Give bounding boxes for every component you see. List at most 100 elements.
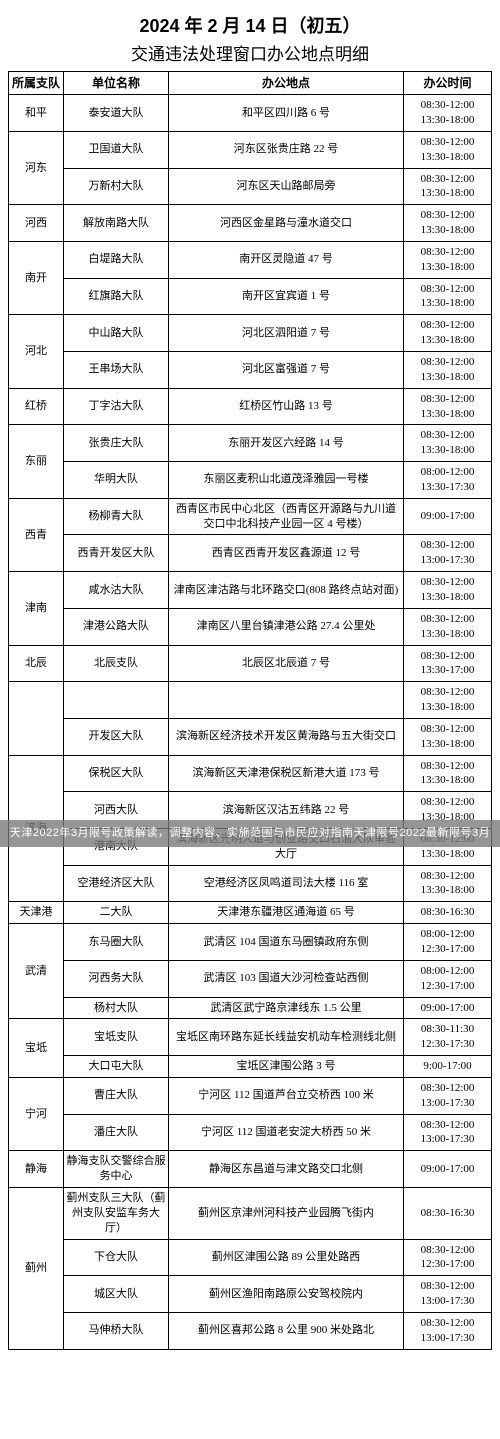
table-row: 东丽张贵庄大队东丽开发区六经路 14 号08:30-12:0013:30-18:… xyxy=(9,425,492,462)
cell-address: 武清区武宁路京津线东 1.5 公里 xyxy=(169,997,404,1019)
col-district: 所属支队 xyxy=(9,72,64,95)
table-row: 津港公路大队津南区八里台镇津港公路 27.4 公里处08:30-12:0013:… xyxy=(9,608,492,645)
cell-district: 津南 xyxy=(9,572,64,645)
cell-address: 西青区市民中心北区（西青区开源路与九川道交口中北科技产业园一区 4 号楼） xyxy=(169,498,404,535)
cell-unit: 解放南路大队 xyxy=(64,205,169,242)
cell-time: 08:00-12:0013:30-17:30 xyxy=(404,462,492,499)
cell-unit: 丁字沽大队 xyxy=(64,388,169,425)
cell-address: 河东区天山路邮局旁 xyxy=(169,168,404,205)
cell-unit: 咸水沽大队 xyxy=(64,572,169,609)
cell-unit: 下仓大队 xyxy=(64,1239,169,1276)
cell-time: 08:30-12:0013:30-18:00 xyxy=(404,388,492,425)
cell-time: 08:30-12:0013:30-18:00 xyxy=(404,241,492,278)
cell-district: 东丽 xyxy=(9,425,64,498)
table-row: 红旗路大队南开区宜宾道 1 号08:30-12:0013:30-18:00 xyxy=(9,278,492,315)
cell-unit: 河西务大队 xyxy=(64,960,169,997)
cell-time: 08:30-12:0013:30-18:00 xyxy=(404,131,492,168)
table-row: 河西务大队武清区 103 国道大沙河检查站西侧08:00-12:0012:30-… xyxy=(9,960,492,997)
cell-district: 北辰 xyxy=(9,645,64,682)
table-body: 和平泰安道大队和平区四川路 6 号08:30-12:0013:30-18:00河… xyxy=(9,95,492,1349)
cell-address: 蓟州区京津州河科技产业园腾飞街内 xyxy=(169,1187,404,1239)
cell-time: 08:30-12:0013:30-18:00 xyxy=(404,352,492,389)
cell-unit: 曹庄大队 xyxy=(64,1077,169,1114)
cell-address: 宁河区 112 国道老安淀大桥西 50 米 xyxy=(169,1114,404,1151)
cell-address: 河北区泗阳道 7 号 xyxy=(169,315,404,352)
cell-time: 09:00-17:00 xyxy=(404,997,492,1019)
table-header-row: 所属支队 单位名称 办公地点 办公时间 xyxy=(9,72,492,95)
cell-address: 津南区津沽路与北环路交口(808 路终点站对面) xyxy=(169,572,404,609)
cell-district: 河西 xyxy=(9,205,64,242)
table-row: 王串场大队河北区富强道 7 号08:30-12:0013:30-18:00 xyxy=(9,352,492,389)
table-row: 河西解放南路大队河西区金星路与潼水道交口08:30-12:0013:30-18:… xyxy=(9,205,492,242)
cell-time: 08:30-12:0013:30-17:00 xyxy=(404,645,492,682)
col-address: 办公地点 xyxy=(169,72,404,95)
table-row: 南开白堤路大队南开区灵隐道 47 号08:30-12:0013:30-18:00 xyxy=(9,241,492,278)
cell-time: 08:30-12:0013:30-18:00 xyxy=(404,168,492,205)
cell-district: 武清 xyxy=(9,924,64,1019)
cell-address: 南开区灵隐道 47 号 xyxy=(169,241,404,278)
cell-address: 宝坻区津围公路 3 号 xyxy=(169,1056,404,1078)
cell-district xyxy=(9,682,64,755)
table-row: 和平泰安道大队和平区四川路 6 号08:30-12:0013:30-18:00 xyxy=(9,95,492,132)
cell-time: 08:30-12:0013:00-17:30 xyxy=(404,535,492,572)
cell-unit: 空港经济区大队 xyxy=(64,865,169,902)
table-row: 红桥丁字沽大队红桥区竹山路 13 号08:30-12:0013:30-18:00 xyxy=(9,388,492,425)
cell-address: 宁河区 112 国道芦台立交桥西 100 米 xyxy=(169,1077,404,1114)
table-row: 宁河曹庄大队宁河区 112 国道芦台立交桥西 100 米08:30-12:001… xyxy=(9,1077,492,1114)
table-row: 宝坻宝坻支队宝坻区南环路东延长线益安机动车检测线北侧08:30-11:3012:… xyxy=(9,1019,492,1056)
cell-address: 蓟州区喜邦公路 8 公里 900 米处路北 xyxy=(169,1312,404,1349)
cell-unit: 华明大队 xyxy=(64,462,169,499)
cell-address: 北辰区北辰道 7 号 xyxy=(169,645,404,682)
table-row: 武清东马圈大队武清区 104 国道东马圈镇政府东侧08:00-12:0012:3… xyxy=(9,924,492,961)
cell-address: 滨海新区天津港保税区新港大道 173 号 xyxy=(169,755,404,792)
cell-district: 宁河 xyxy=(9,1077,64,1150)
table-row: 北辰北辰支队北辰区北辰道 7 号08:30-12:0013:30-17:00 xyxy=(9,645,492,682)
cell-address: 蓟州区渔阳南路原公安驾校院内 xyxy=(169,1276,404,1313)
cell-address: 天津港东疆港区通海道 65 号 xyxy=(169,902,404,924)
cell-time: 08:30-12:0013:30-18:00 xyxy=(404,682,492,719)
cell-time: 08:00-12:0012:30-17:00 xyxy=(404,924,492,961)
table-row: 天津港二大队天津港东疆港区通海道 65 号08:30-16:30 xyxy=(9,902,492,924)
cell-time: 08:30-12:0013:30-18:00 xyxy=(404,278,492,315)
cell-unit: 西青开发区大队 xyxy=(64,535,169,572)
cell-unit: 静海支队交警综合服务中心 xyxy=(64,1151,169,1188)
cell-time: 08:30-16:30 xyxy=(404,1187,492,1239)
table-row: 河东卫国道大队河东区张贵庄路 22 号08:30-12:0013:30-18:0… xyxy=(9,131,492,168)
cell-address: 河北区富强道 7 号 xyxy=(169,352,404,389)
cell-unit: 中山路大队 xyxy=(64,315,169,352)
col-time: 办公时间 xyxy=(404,72,492,95)
cell-unit: 宝坻支队 xyxy=(64,1019,169,1056)
cell-district: 河北 xyxy=(9,315,64,388)
cell-unit: 二大队 xyxy=(64,902,169,924)
cell-time: 08:30-12:0013:00-17:30 xyxy=(404,1276,492,1313)
cell-time: 9:00-17:00 xyxy=(404,1056,492,1078)
cell-time: 08:30-12:0013:30-18:00 xyxy=(404,608,492,645)
table-row: 津南咸水沽大队津南区津沽路与北环路交口(808 路终点站对面)08:30-12:… xyxy=(9,572,492,609)
table-row: 河北中山路大队河北区泗阳道 7 号08:30-12:0013:30-18:00 xyxy=(9,315,492,352)
cell-address: 南开区宜宾道 1 号 xyxy=(169,278,404,315)
table-row: 西青杨柳青大队西青区市民中心北区（西青区开源路与九川道交口中北科技产业园一区 4… xyxy=(9,498,492,535)
table-row: 大口屯大队宝坻区津围公路 3 号9:00-17:00 xyxy=(9,1056,492,1078)
cell-time: 08:30-16:30 xyxy=(404,902,492,924)
cell-time: 08:30-12:0013:30-18:00 xyxy=(404,315,492,352)
cell-time: 08:30-12:0013:30-18:00 xyxy=(404,718,492,755)
cell-time: 08:30-12:0013:30-18:00 xyxy=(404,95,492,132)
cell-unit: 万新村大队 xyxy=(64,168,169,205)
cell-address: 东丽区麦积山北道茂泽雅园一号楼 xyxy=(169,462,404,499)
col-unit: 单位名称 xyxy=(64,72,169,95)
cell-time: 08:30-12:0013:30-18:00 xyxy=(404,572,492,609)
cell-address: 河东区张贵庄路 22 号 xyxy=(169,131,404,168)
cell-unit: 马伸桥大队 xyxy=(64,1312,169,1349)
cell-unit: 津港公路大队 xyxy=(64,608,169,645)
table-row: 滨海保税区大队滨海新区天津港保税区新港大道 173 号08:30-12:0013… xyxy=(9,755,492,792)
table-row: 08:30-12:0013:30-18:00 xyxy=(9,682,492,719)
cell-address: 宝坻区南环路东延长线益安机动车检测线北侧 xyxy=(169,1019,404,1056)
cell-unit: 红旗路大队 xyxy=(64,278,169,315)
cell-time: 08:30-12:0012:30-17:00 xyxy=(404,1239,492,1276)
cell-time: 08:30-12:0013:30-18:00 xyxy=(404,755,492,792)
table-row: 西青开发区大队西青区西青开发区鑫源道 12 号08:30-12:0013:00-… xyxy=(9,535,492,572)
cell-address: 空港经济区凤鸣道司法大楼 116 室 xyxy=(169,865,404,902)
cell-address xyxy=(169,682,404,719)
cell-unit: 杨柳青大队 xyxy=(64,498,169,535)
cell-address: 红桥区竹山路 13 号 xyxy=(169,388,404,425)
